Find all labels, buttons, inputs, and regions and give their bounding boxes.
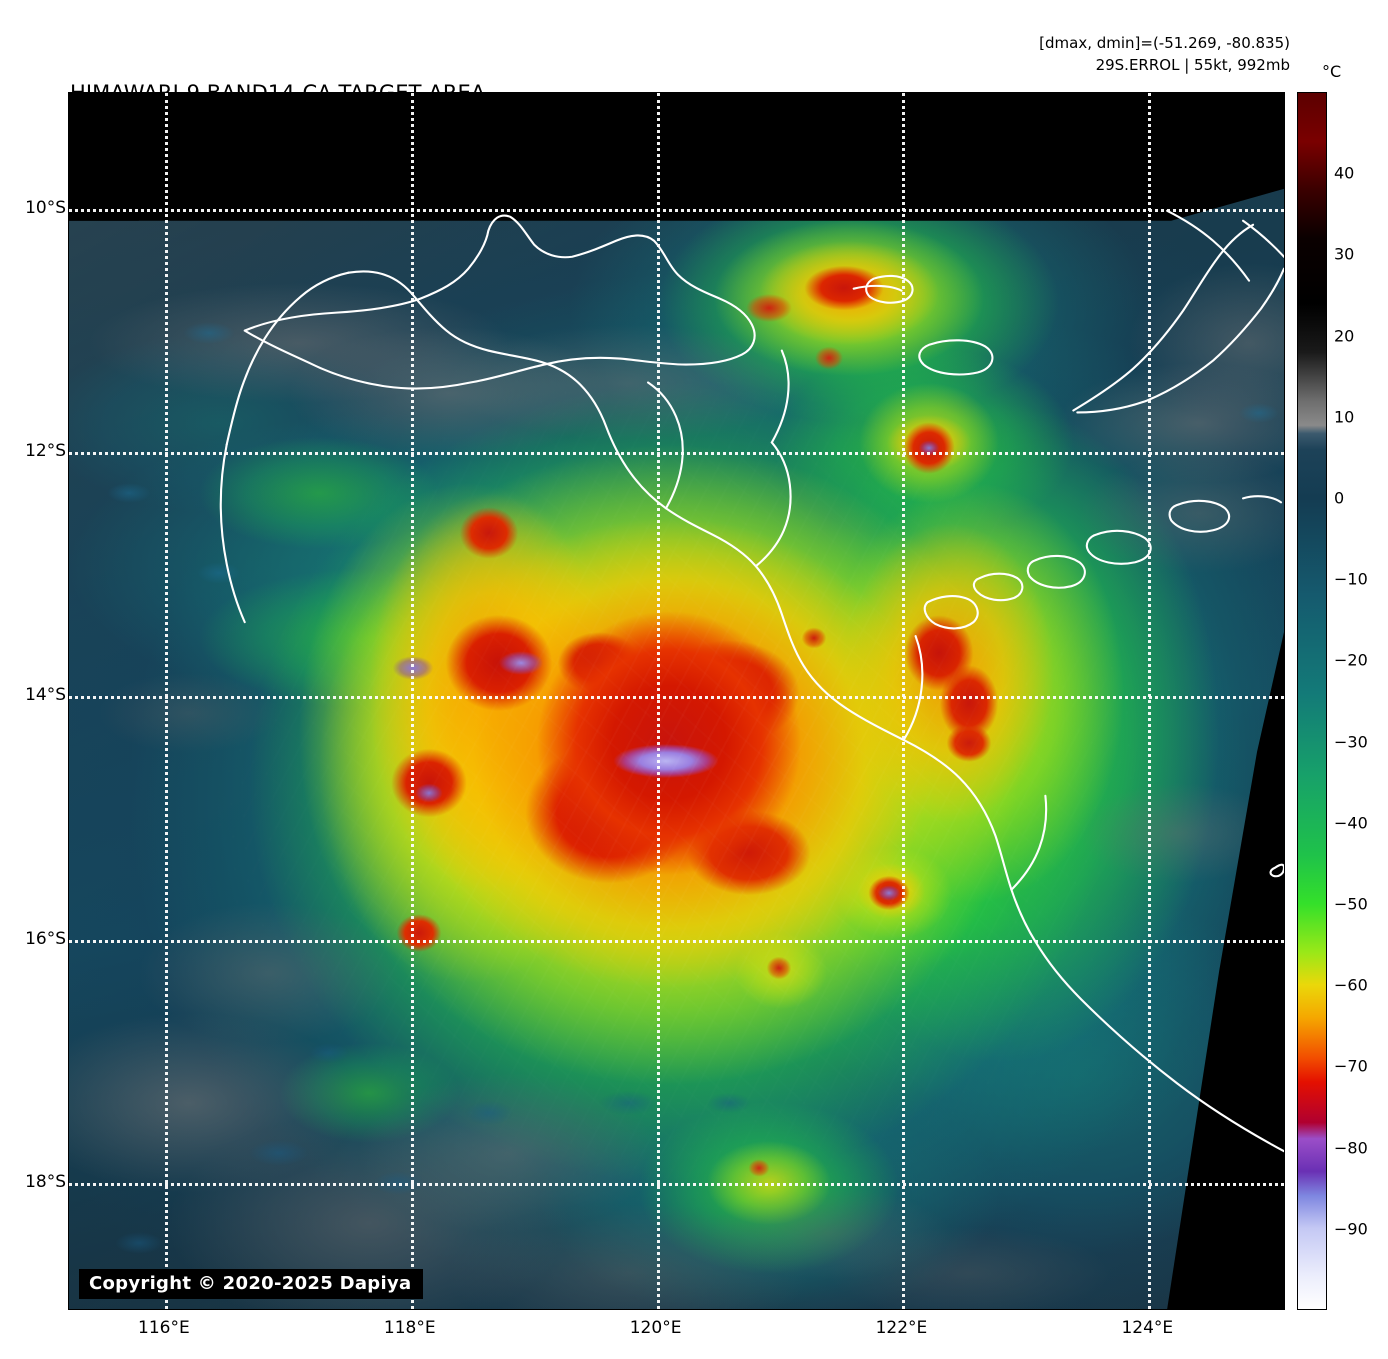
longitude-tick-label: 120°E [629,1318,682,1338]
colorbar-tick-label: −70 [1334,1056,1368,1076]
colorbar-tick-label: −10 [1334,569,1368,589]
colorbar-tick-label: −80 [1334,1138,1368,1158]
storm-info-label: 29S.ERROL | 55kt, 992mb [1095,55,1290,74]
grid-line-longitude [410,93,414,1309]
colorbar-tick-label: 10 [1334,407,1355,427]
colorbar-tick-label: 30 [1334,244,1355,264]
grid-line-longitude [1148,93,1152,1309]
colorbar-gradient [1298,93,1326,1309]
latitude-tick-label: 12°S [25,441,66,462]
spiral-band-striations [69,93,1284,1309]
grid-line-latitude [69,1183,1284,1187]
grid-line-latitude [69,939,1284,943]
colorbar-tick-label: −40 [1334,813,1368,833]
low-cloud-speckle [69,93,1284,1309]
grid-line-latitude [69,452,1284,456]
colorbar-unit-label: °C [1322,62,1342,81]
colorbar-tick-label: 20 [1334,326,1355,346]
colorbar-tick-label: 40 [1334,163,1355,183]
colorbar-tick-label: −30 [1334,732,1368,752]
no-data-mask [69,93,1284,1309]
latitude-tick-label: 10°S [25,197,66,218]
header-info-block: [dmax, dmin]=(-51.269, -80.835) 29S.ERRO… [1039,33,1290,77]
colorbar[interactable] [1297,92,1327,1310]
latitude-tick-label: 18°S [25,1172,66,1193]
satellite-image-plot[interactable]: Copyright © 2020-2025 Dapiya [68,92,1285,1310]
longitude-tick-label: 116°E [138,1318,190,1338]
colorbar-tick-label: 0 [1334,488,1345,508]
grid-line-longitude [902,93,906,1309]
grid-line-longitude [164,93,168,1309]
copyright-badge: Copyright © 2020-2025 Dapiya [79,1269,424,1299]
colorbar-tick-label: −20 [1334,650,1368,670]
colorbar-tick-label: −90 [1334,1219,1368,1239]
grid-line-latitude [69,695,1284,699]
longitude-tick-label: 118°E [383,1318,436,1338]
colorbar-tick-label: −50 [1334,894,1368,914]
graticule-grid [69,93,1284,1309]
data-range-label: [dmax, dmin]=(-51.269, -80.835) [1039,34,1290,52]
grid-line-latitude [69,208,1284,212]
colorbar-tick-label: −60 [1334,975,1368,995]
latitude-tick-label: 14°S [25,684,66,705]
latitude-tick-label: 16°S [25,928,66,949]
grid-line-longitude [656,93,660,1309]
longitude-tick-label: 124°E [1121,1318,1174,1338]
coastline-overlay [219,209,1284,1153]
longitude-tick-label: 122°E [875,1318,928,1338]
